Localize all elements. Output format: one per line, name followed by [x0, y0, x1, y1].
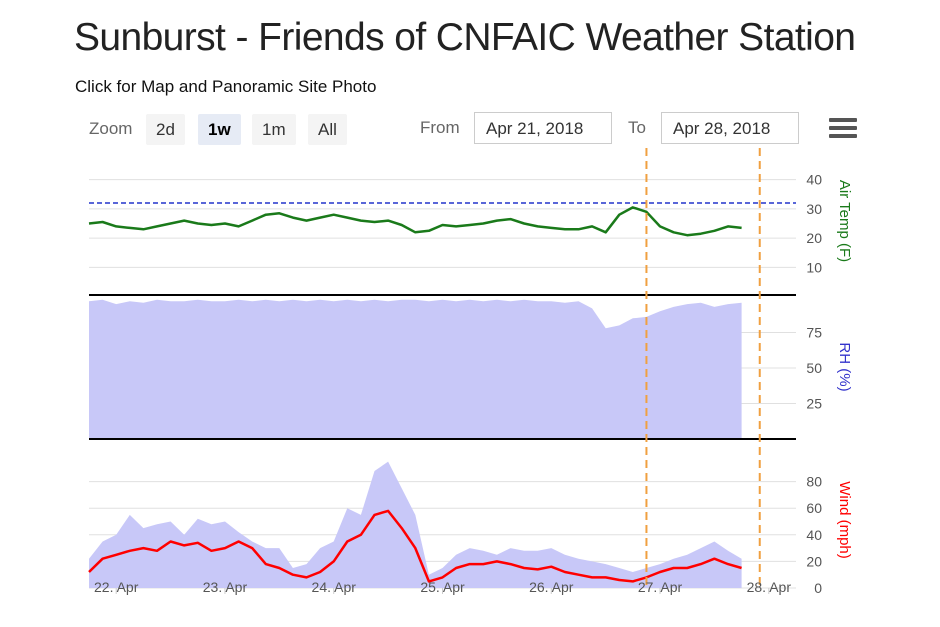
- x-tick-label: 27. Apr: [638, 579, 683, 595]
- avg-wind-line: [88, 509, 742, 583]
- map-photo-link[interactable]: Click for Map and Panoramic Site Photo: [75, 77, 377, 96]
- x-tick-label: 22. Apr: [94, 579, 139, 595]
- from-label: From: [420, 118, 460, 137]
- gust-area: [89, 461, 742, 588]
- zoom-1w-button[interactable]: 1w: [198, 114, 241, 145]
- y-axis-title: Air Temp (F): [836, 180, 853, 262]
- from-date-input[interactable]: Apr 21, 2018: [474, 112, 612, 144]
- to-label: To: [628, 118, 646, 137]
- menu-bar: [829, 126, 857, 130]
- zoom-label: Zoom: [89, 119, 133, 138]
- zoom-1m-button[interactable]: 1m: [252, 114, 296, 145]
- pane-2: 0 20 40 60 80 Wind (mph): [88, 461, 853, 596]
- zoom-2d-button[interactable]: 2d: [146, 114, 185, 145]
- zoom-all-button[interactable]: All: [308, 114, 347, 145]
- air-temp-line: [88, 206, 742, 237]
- to-date-input[interactable]: Apr 28, 2018: [661, 112, 799, 144]
- y-axis-title: Wind (mph): [836, 481, 853, 559]
- pane-1: 25 50 75 RH (%): [89, 299, 853, 439]
- y-tick-label: 40: [806, 172, 822, 188]
- y-tick-label: 30: [806, 201, 822, 217]
- y-axis-title: RH (%): [836, 342, 853, 391]
- menu-bar: [829, 134, 857, 138]
- y-tick-label: 40: [806, 527, 822, 543]
- page-title-text: Sunburst - Friends of CNFAIC Weather Sta…: [74, 16, 856, 59]
- y-tick-label: 0: [814, 580, 822, 596]
- y-tick-label: 10: [806, 259, 822, 275]
- pane-0: 10 20 30 40 Air Temp (F): [88, 172, 853, 275]
- x-tick-label: 26. Apr: [529, 579, 574, 595]
- x-tick-label: 23. Apr: [203, 579, 248, 595]
- y-tick-label: 75: [806, 325, 822, 341]
- y-tick-label: 20: [806, 230, 822, 246]
- hamburger-menu-icon[interactable]: [829, 118, 857, 140]
- x-tick-label: 24. Apr: [312, 579, 357, 595]
- x-tick-label: 25. Apr: [420, 579, 465, 595]
- y-tick-label: 50: [806, 360, 822, 376]
- y-tick-label: 60: [806, 500, 822, 516]
- y-tick-label: 20: [806, 553, 822, 569]
- rh-area: [89, 299, 742, 439]
- menu-bar: [829, 118, 857, 122]
- x-tick-label: 28. Apr: [747, 579, 792, 595]
- page-title: Sunburst - Friends of CNFAIC Weather Sta…: [74, 16, 856, 60]
- y-tick-label: 25: [806, 396, 822, 412]
- y-tick-label: 80: [806, 474, 822, 490]
